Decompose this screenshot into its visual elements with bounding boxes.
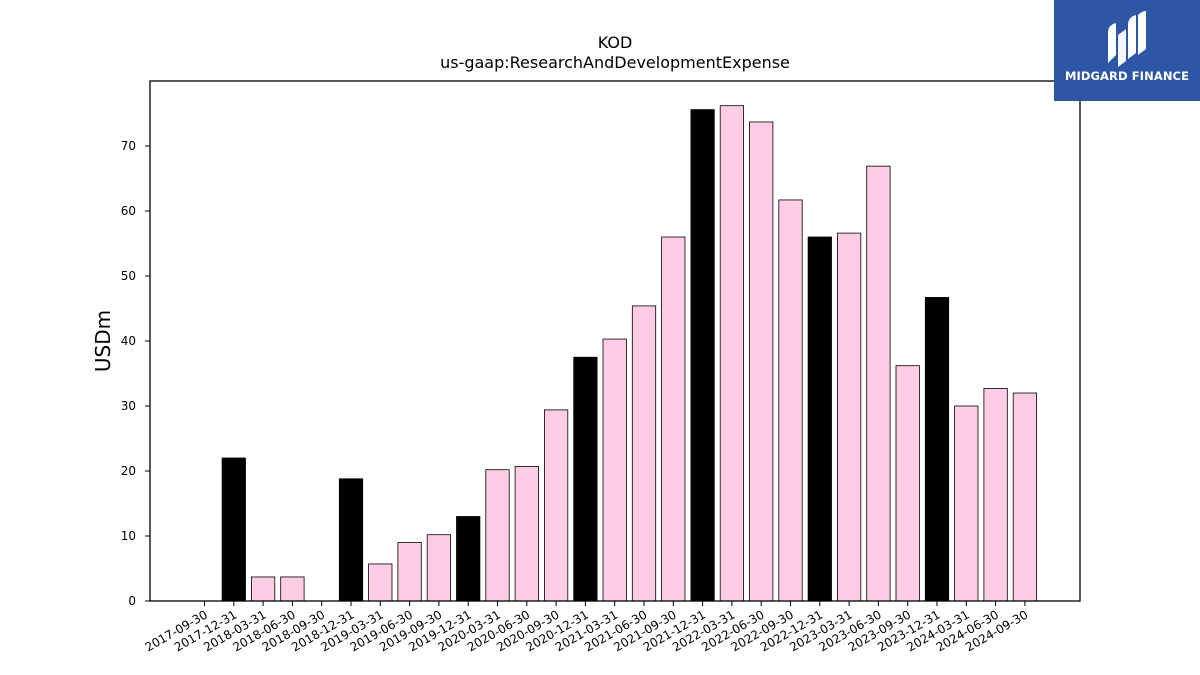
y-tick-label: 60 — [121, 204, 136, 218]
bar-2023-06-30 — [866, 165, 891, 602]
bar-2020-06-30 — [514, 466, 539, 602]
bar-2022-03-31 — [719, 105, 745, 602]
chart-subtitle: us-gaap:ResearchAndDevelopmentExpense — [440, 53, 790, 72]
bars-group — [221, 105, 1038, 602]
midgard-logo-icon — [1108, 11, 1146, 67]
y-tick-label: 40 — [121, 334, 136, 348]
bar-2020-12-31 — [573, 356, 598, 602]
bar-2023-09-30 — [895, 365, 920, 602]
bar-2024-09-30 — [1012, 392, 1038, 602]
bar-2019-09-30 — [426, 534, 452, 602]
bar-2020-03-31 — [485, 469, 510, 602]
bar-2018-06-30 — [280, 576, 305, 602]
y-tick-label: 30 — [121, 399, 136, 413]
bar-2018-12-31 — [338, 478, 364, 602]
y-axis-label: USDm — [91, 310, 115, 372]
y-tick-label: 70 — [121, 139, 136, 153]
x-ticks-group: 2017-09-302017-12-312018-03-312018-06-30… — [143, 601, 1030, 654]
bar-2021-09-30 — [661, 236, 686, 602]
bar-2020-09-30 — [544, 409, 569, 602]
bar-2022-09-30 — [778, 199, 803, 602]
brand-name: MIDGARD FINANCE — [1064, 69, 1190, 83]
bar-2024-03-31 — [954, 405, 979, 602]
y-tick-label: 10 — [121, 529, 136, 543]
y-ticks-group: 0 10 20 30 40 50 60 70 — [121, 139, 150, 608]
plot-frame — [149, 80, 1081, 602]
bar-2022-12-31 — [807, 236, 832, 602]
bar-2019-12-31 — [456, 516, 481, 602]
bar-2018-03-31 — [250, 576, 276, 602]
bar-2019-03-31 — [368, 563, 393, 602]
y-tick-label: 50 — [121, 269, 136, 283]
bar-2024-06-30 — [983, 388, 1008, 602]
bar-2019-06-30 — [397, 542, 422, 602]
bar-2021-12-31 — [690, 109, 715, 602]
bar-2021-06-30 — [631, 305, 657, 602]
bar-2017-12-31 — [221, 457, 246, 602]
bar-2022-06-30 — [749, 121, 774, 602]
y-tick-label: 0 — [128, 594, 136, 608]
bar-2023-12-31 — [924, 297, 950, 602]
bar-2021-03-31 — [602, 338, 627, 602]
brand-logo: MIDGARD FINANCE — [1054, 0, 1200, 101]
bar-2023-03-31 — [837, 232, 862, 602]
y-tick-label: 20 — [121, 464, 136, 478]
chart-title: KOD — [598, 33, 633, 52]
